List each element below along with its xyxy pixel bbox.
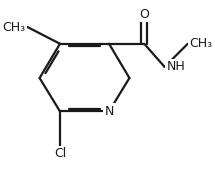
Text: NH: NH (166, 60, 185, 73)
Text: CH₃: CH₃ (3, 21, 26, 34)
Text: O: O (139, 8, 149, 21)
Text: Cl: Cl (54, 147, 66, 161)
Text: CH₃: CH₃ (190, 37, 213, 50)
Text: N: N (104, 105, 114, 118)
